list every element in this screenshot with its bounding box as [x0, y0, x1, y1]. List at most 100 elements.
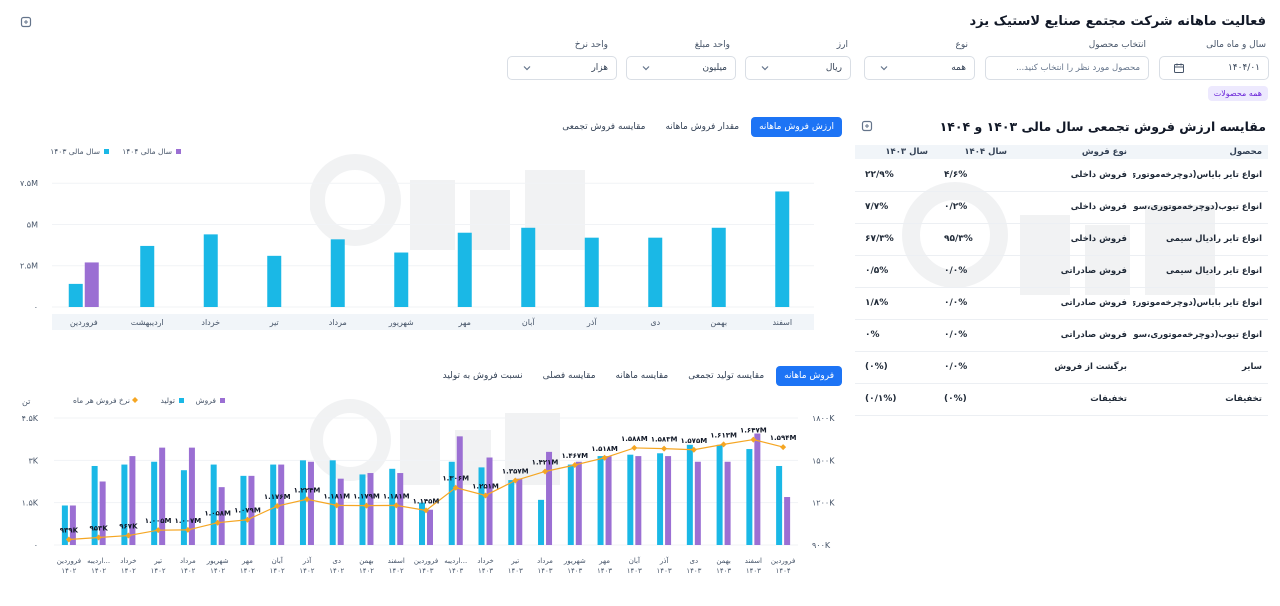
- x-tick-label: آبان: [522, 317, 536, 327]
- table-row[interactable]: تخفیفات تخفیفات (۰%) (۰/۱%): [855, 383, 1268, 416]
- table-row[interactable]: انواع تیوب(دوچرخه‌موتوری،سوار...فروش صاد…: [855, 319, 1268, 352]
- x-tick-label: فروردین: [57, 557, 81, 565]
- rate-data-label: ۱.۵۱۸M: [591, 445, 618, 453]
- x-tick-year: ۱۴۰۲: [91, 567, 106, 575]
- bar-sales: [575, 461, 582, 545]
- product-placeholder: محصول مورد نظر را انتخاب کنید...: [1016, 63, 1140, 73]
- x-tick-label: فروردین: [70, 318, 98, 327]
- x-tick-label: خرداد: [201, 318, 220, 327]
- bar-production: [270, 464, 277, 545]
- bar-sales: [367, 473, 374, 545]
- x-tick-label: آبان: [272, 556, 284, 565]
- table-row[interactable]: انواع تایر رادیال سیمی فروش داخلی ۹۵/۳% ۶۷/…: [855, 223, 1268, 256]
- legend-label-rate: نرخ فروش هر ماه: [73, 396, 130, 405]
- tab-monthly-comparison[interactable]: مقایسه ماهانه: [615, 371, 669, 381]
- table-row[interactable]: انواع تایر بایاس(دوچرخه‌موتوری،...فروش د…: [855, 159, 1268, 192]
- bar-production: [359, 474, 366, 545]
- product-label: انتخاب محصول: [1088, 40, 1146, 50]
- cell-sale-type: فروش داخلی: [1013, 159, 1133, 192]
- table-row[interactable]: انواع تایر بایاس(دوچرخه‌موتوری،...فروش ص…: [855, 287, 1268, 320]
- tab-monthly-sales-value[interactable]: ارزش فروش ماهانه: [751, 117, 842, 137]
- rate-point: [750, 436, 757, 443]
- table-row[interactable]: انواع تیوب(دوچرخه‌موتوری،سوار...فروش داخ…: [855, 191, 1268, 224]
- x-tick-year: ۱۴۰۲: [151, 567, 166, 575]
- x-tick-year: ۱۴۰۳: [627, 567, 642, 575]
- y-tick-label: ۵M: [27, 220, 38, 229]
- rate-point: [690, 446, 697, 453]
- tab-cumulative-production[interactable]: مقایسه تولید تجمعی: [688, 371, 765, 381]
- left-tick-label: ۳K: [28, 456, 38, 465]
- table-row[interactable]: انواع تایر رادیال سیمی فروش صادراتی ۰/۰% ۰/…: [855, 255, 1268, 288]
- rate-point: [542, 468, 549, 475]
- bar-sales: [159, 447, 166, 545]
- tab-cumulative-comparison[interactable]: مقایسه فروش تجمعی: [562, 122, 646, 132]
- chevron-down-icon: [516, 57, 538, 79]
- bar-sales: [456, 436, 463, 545]
- bar-production: [91, 465, 98, 545]
- cell-1403: (۰%): [855, 351, 934, 384]
- tab-monthly-sales[interactable]: فروش ماهانه: [776, 366, 842, 386]
- chevron-down-icon: [873, 57, 895, 79]
- legend-label-sales: فروش: [195, 396, 216, 405]
- bar-production: [746, 449, 753, 545]
- rate-data-label: ۱.۶۴۷M: [740, 427, 767, 435]
- x-tick-label: آذر: [659, 556, 669, 565]
- export-icon[interactable]: [861, 120, 873, 132]
- chevron-down-icon: [635, 57, 657, 79]
- tab-monthly-sales-quantity[interactable]: مقدار فروش ماهانه: [665, 122, 740, 132]
- x-tick-year: ۱۴۰۲: [121, 567, 136, 575]
- rate-point: [155, 527, 162, 534]
- x-tick-label: فروردین: [414, 557, 438, 565]
- bar-production: [657, 453, 664, 545]
- x-tick-label: بهمن: [710, 318, 727, 327]
- cell-1403: ۱/۸%: [855, 287, 934, 320]
- y-tick-label: ۰: [34, 303, 38, 312]
- right-tick-label: ۱۸۰۰K: [812, 414, 835, 423]
- bar-sales: [784, 497, 791, 545]
- all-products-chip[interactable]: همه محصولات: [1207, 86, 1268, 101]
- sales-production-chart: فروش تولید نرخ فروش هر ماه تن ۰ ۱.۵K ۳K ۴.۵K ۹۰۰…: [22, 396, 836, 575]
- x-tick-label: شهریور: [563, 557, 586, 565]
- amount-unit-select[interactable]: میلیون: [626, 56, 736, 80]
- tab-sales-to-production[interactable]: نسبت فروش به تولید: [442, 371, 523, 381]
- x-tick-year: ۱۴۰۳: [567, 567, 582, 575]
- x-tick-year: ۱۴۰۳: [508, 567, 523, 575]
- x-tick-label: شهریور: [388, 318, 414, 327]
- x-tick-label: اردیبهشت: [131, 318, 164, 327]
- fiscal-label: سال و ماه مالی: [1206, 40, 1266, 50]
- product-select[interactable]: محصول مورد نظر را انتخاب کنید...: [985, 56, 1149, 80]
- x-tick-label: فروردین: [771, 557, 795, 565]
- currency-select[interactable]: ریال: [745, 56, 851, 80]
- rate-data-label: ۱.۰۷۹M: [234, 507, 261, 515]
- export-icon[interactable]: [20, 16, 32, 28]
- bar-1404: [84, 262, 99, 307]
- bar-production: [61, 505, 68, 545]
- tab-seasonal-comparison[interactable]: مقایسه فصلی: [542, 371, 596, 381]
- cell-sale-type: برگشت از فروش: [1013, 351, 1133, 384]
- rate-unit-label: واحد نرخ: [574, 40, 608, 50]
- cell-1403: (۰/۱%): [855, 383, 934, 416]
- bar-sales: [427, 509, 433, 545]
- chevron-down-icon: [754, 57, 776, 79]
- type-select[interactable]: همه: [864, 56, 975, 80]
- rate-point: [214, 519, 221, 526]
- bar-1403: [203, 234, 218, 307]
- rate-unit-value: هزار: [591, 63, 608, 73]
- chart-legend: سال مالی ۱۴۰۴ سال مالی ۱۴۰۳: [50, 147, 181, 156]
- rate-unit-select[interactable]: هزار: [507, 56, 617, 80]
- left-tick-label: ۰: [34, 541, 38, 550]
- cell-product: انواع تایر بایاس(دوچرخه‌موتوری،...: [1133, 159, 1268, 192]
- chart-legend: فروش تولید نرخ فروش هر ماه: [73, 396, 225, 405]
- x-tick-year: ۱۴۰۲: [210, 567, 225, 575]
- bar-sales: [605, 456, 612, 545]
- col-1403: سال ۱۴۰۳: [855, 145, 934, 159]
- bar-sales: [754, 433, 761, 545]
- rate-point: [661, 445, 668, 452]
- x-tick-label: اسفند: [745, 557, 762, 565]
- bar-sales: [694, 461, 701, 545]
- x-tick-label: تیر: [153, 557, 162, 565]
- table-row[interactable]: سایر برگشت از فروش ۰/۰% (۰%): [855, 351, 1268, 384]
- fiscal-period-field[interactable]: ۱۴۰۴/۰۱: [1159, 56, 1269, 80]
- bar-production: [597, 456, 604, 545]
- rate-point: [482, 492, 489, 499]
